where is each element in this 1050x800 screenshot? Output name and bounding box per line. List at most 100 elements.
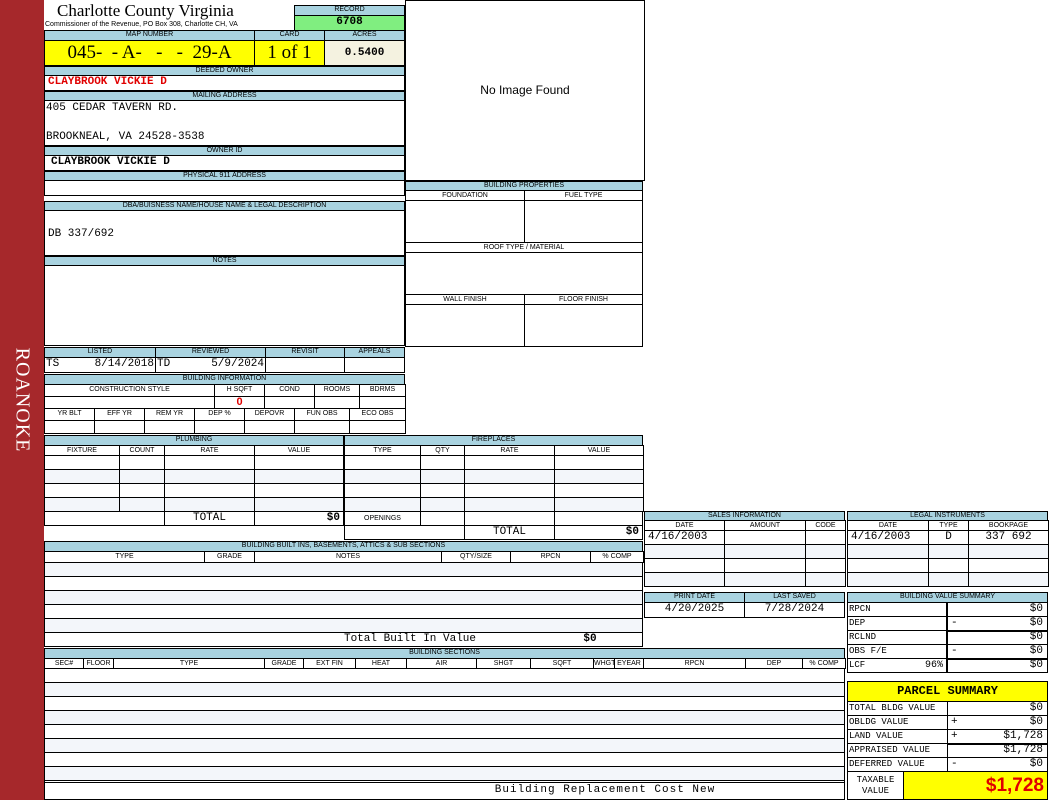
plumbing-cell[interactable] [164, 497, 255, 512]
sales-cell[interactable] [805, 558, 846, 573]
fireplace-cell[interactable] [344, 455, 421, 470]
built-ins-row[interactable] [44, 618, 643, 633]
built-ins-row[interactable] [44, 562, 643, 577]
legal-instruments-cell[interactable] [968, 544, 1049, 559]
building-info-value [44, 420, 95, 434]
sales-cell[interactable] [805, 544, 846, 559]
building-sections-row[interactable] [44, 738, 845, 753]
built-ins-total-label: Total Built In Value [343, 633, 477, 645]
sales-cell[interactable] [724, 530, 806, 545]
bvs-extra [900, 617, 946, 630]
fireplace-cell[interactable] [464, 497, 555, 512]
bvs-sign [948, 603, 968, 616]
building-info-value [349, 420, 406, 434]
map-number-value: 045- - A- - - 29-A [44, 40, 255, 66]
building-sections-row[interactable] [44, 752, 845, 767]
taxable-value: $1,728 [903, 771, 1048, 800]
bvs-value: $0 [1029, 659, 1043, 671]
plumbing-cell[interactable] [44, 483, 120, 498]
bvs-sign [948, 659, 968, 672]
built-ins-row[interactable] [44, 604, 643, 619]
plumbing-cell[interactable] [254, 483, 344, 498]
fireplace-cell[interactable] [554, 455, 644, 470]
sales-cell[interactable] [644, 572, 725, 587]
legal-instruments-cell[interactable] [968, 572, 1049, 587]
sales-cell[interactable] [724, 544, 806, 559]
legal-instruments-cell[interactable] [928, 572, 969, 587]
dba-value: DB 337/692 [44, 210, 405, 256]
parcel-value: $1,728 [1003, 730, 1043, 742]
plumbing-cell[interactable] [164, 483, 255, 498]
fireplace-cell[interactable] [464, 455, 555, 470]
plumbing-cell[interactable] [254, 455, 344, 470]
bvs-value: $0 [1029, 617, 1043, 629]
sidebar-label: ROANOKE [11, 347, 34, 453]
plumbing-cell[interactable] [119, 469, 165, 484]
plumbing-cell[interactable] [254, 469, 344, 484]
fireplace-cell[interactable] [420, 455, 465, 470]
mailing-address-box [44, 100, 405, 146]
legal-instruments-cell[interactable]: 4/16/2003 [847, 530, 929, 545]
building-sections-row[interactable] [44, 668, 845, 683]
parcel-value: $0 [1029, 716, 1043, 728]
plumbing-cell[interactable] [44, 469, 120, 484]
building-sections-row[interactable] [44, 766, 845, 781]
openings-rate[interactable] [464, 511, 555, 526]
built-ins-row[interactable] [44, 576, 643, 591]
sales-cell[interactable] [805, 572, 846, 587]
openings-value[interactable] [420, 511, 465, 526]
fireplace-cell[interactable] [344, 483, 421, 498]
record-value: 6708 [294, 15, 405, 31]
legal-instruments-cell[interactable] [968, 558, 1049, 573]
plumbing-cell[interactable] [119, 483, 165, 498]
legal-instruments-cell[interactable] [847, 558, 929, 573]
bvs-sign: - [951, 645, 958, 657]
sales-cell[interactable] [724, 558, 806, 573]
openings-extra[interactable] [554, 511, 643, 526]
legal-instruments-cell[interactable] [847, 544, 929, 559]
bvs-sign [948, 631, 968, 644]
plumbing-cell[interactable] [44, 455, 120, 470]
legal-instruments-cell[interactable] [928, 544, 969, 559]
sales-cell[interactable] [724, 572, 806, 587]
fireplace-cell[interactable] [554, 497, 644, 512]
sales-cell[interactable] [805, 530, 846, 545]
fireplace-cell[interactable] [464, 483, 555, 498]
legal-instruments-cell[interactable] [928, 558, 969, 573]
plumbing-cell[interactable] [164, 469, 255, 484]
fireplace-cell[interactable] [464, 469, 555, 484]
building-sections-row[interactable] [44, 682, 845, 697]
card-value: 1 of 1 [254, 40, 325, 66]
fireplace-cell[interactable] [344, 469, 421, 484]
legal-instruments-cell[interactable]: D [928, 530, 969, 545]
plumbing-cell[interactable] [119, 497, 165, 512]
building-info-value [144, 420, 195, 434]
sales-cell[interactable] [644, 558, 725, 573]
taxable-label: TAXABLE VALUE [847, 771, 904, 800]
sales-cell[interactable]: 4/16/2003 [644, 530, 725, 545]
fireplace-cell[interactable] [554, 483, 644, 498]
building-sections-row[interactable] [44, 710, 845, 725]
fireplace-cell[interactable] [420, 483, 465, 498]
legal-instruments-cell[interactable]: 337 692 [968, 530, 1049, 545]
parcel-value: $1,728 [1003, 744, 1043, 756]
legal-instruments-cell[interactable] [847, 572, 929, 587]
roof-value [405, 252, 643, 295]
parcel-sign [948, 744, 968, 757]
plumbing-cell[interactable] [44, 497, 120, 512]
built-ins-total-row [44, 632, 643, 647]
parcel-label: DEFERRED VALUE [847, 757, 948, 772]
last-saved-value: 7/28/2024 [744, 602, 845, 618]
fireplace-cell[interactable] [344, 497, 421, 512]
plumbing-cell[interactable] [119, 455, 165, 470]
sales-cell[interactable] [644, 544, 725, 559]
plumbing-cell[interactable] [254, 497, 344, 512]
building-sections-row[interactable] [44, 696, 845, 711]
plumbing-cell[interactable] [164, 455, 255, 470]
built-ins-row[interactable] [44, 590, 643, 605]
fireplace-cell[interactable] [420, 497, 465, 512]
plumbing-total-blank [44, 511, 165, 526]
fireplace-cell[interactable] [420, 469, 465, 484]
building-sections-row[interactable] [44, 724, 845, 739]
fireplace-cell[interactable] [554, 469, 644, 484]
